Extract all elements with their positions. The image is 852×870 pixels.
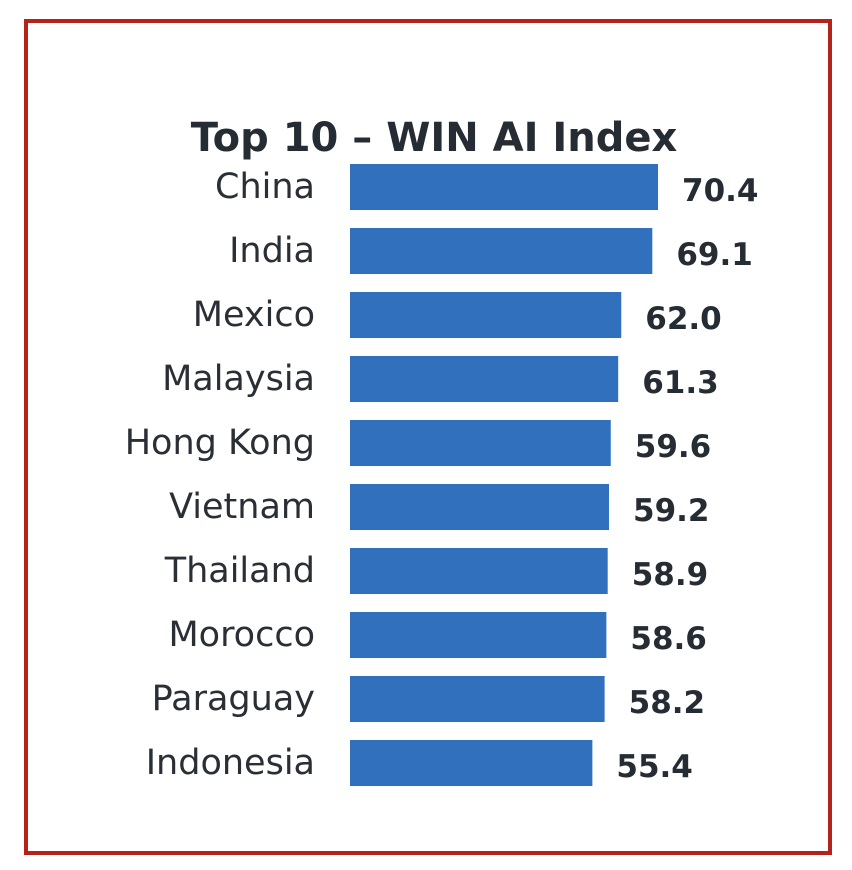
value-label: 58.9: [632, 557, 709, 593]
category-label: Malaysia: [162, 359, 315, 399]
category-label: Paraguay: [152, 679, 315, 719]
category-label: India: [229, 231, 315, 271]
category-label: Indonesia: [146, 743, 315, 783]
bar: [350, 548, 608, 594]
category-label: Mexico: [193, 295, 315, 335]
value-label: 59.2: [633, 493, 710, 529]
category-label: Hong Kong: [125, 423, 315, 463]
bar: [350, 612, 607, 658]
chart-title: Top 10 – WIN AI Index: [190, 115, 678, 161]
category-label: Morocco: [168, 615, 315, 655]
value-label: 61.3: [642, 365, 719, 401]
value-label: 69.1: [676, 237, 753, 273]
bar: [350, 676, 605, 722]
category-label: China: [215, 167, 315, 207]
value-label: 58.2: [629, 685, 706, 721]
value-label: 70.4: [682, 173, 759, 209]
bar-chart: China India Mexico Malaysia Hong Kong Vietnam…: [125, 164, 759, 786]
bar: [350, 228, 653, 274]
bar: [350, 740, 593, 786]
value-label: 59.6: [635, 429, 712, 465]
bar: [350, 420, 611, 466]
bar: [350, 484, 609, 530]
value-label: 55.4: [616, 749, 693, 785]
bar: [350, 292, 622, 338]
category-label: Vietnam: [169, 487, 315, 527]
bar: [350, 164, 658, 210]
value-label: 62.0: [645, 301, 722, 337]
category-label: Thailand: [164, 551, 315, 591]
bar: [350, 356, 619, 402]
value-label: 58.6: [630, 621, 707, 657]
chart-frame: Top 10 – WIN AI Index China India Mexico Ma…: [24, 19, 832, 855]
